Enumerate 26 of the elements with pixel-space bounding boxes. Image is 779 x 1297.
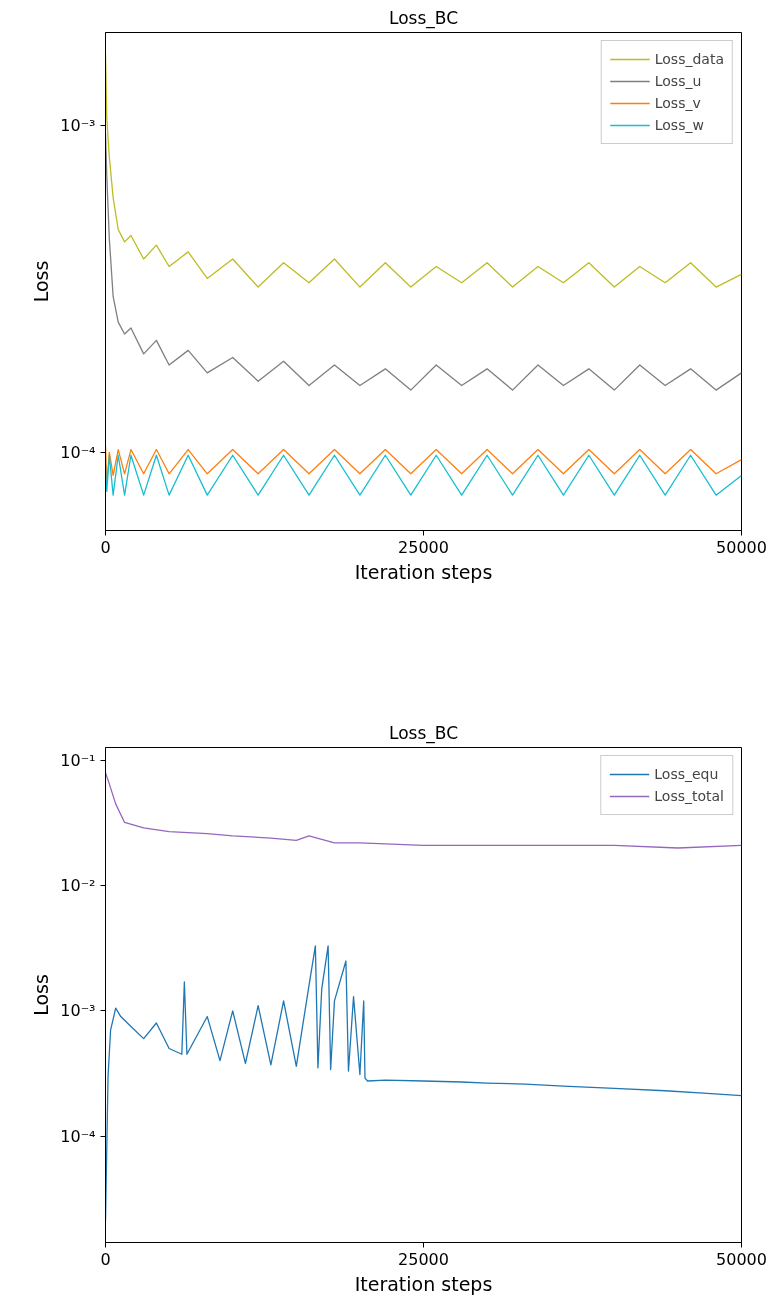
legend-label: Loss_total	[654, 788, 724, 804]
chart-title: Loss_BC	[388, 7, 459, 29]
x-tick-label: 50000	[716, 1249, 767, 1269]
y-tick-label: 10⁻²	[60, 876, 96, 896]
y-tick-label: 10⁻⁴	[60, 1126, 96, 1146]
x-tick-label: 50000	[716, 537, 767, 557]
y-tick-label: 10⁻³	[60, 1001, 96, 1021]
y-tick-label: 10⁻¹	[60, 750, 96, 770]
legend-label: Loss_u	[654, 73, 702, 89]
legend-label: Loss_data	[654, 51, 724, 67]
y-axis-title: Loss	[30, 974, 53, 1016]
x-tick-label: 25000	[398, 537, 449, 557]
x-tick-label: 25000	[398, 1249, 449, 1269]
x-axis-title: Iteration steps	[354, 1272, 493, 1295]
legend-label: Loss_w	[654, 117, 704, 133]
legend-label: Loss_v	[654, 95, 701, 111]
x-tick-label: 0	[100, 1249, 111, 1269]
y-tick-label: 10⁻³	[60, 115, 96, 135]
line-series	[105, 454, 742, 496]
x-axis-title: Iteration steps	[354, 560, 493, 583]
legend-label: Loss_equ	[654, 766, 719, 782]
x-tick-label: 0	[100, 537, 111, 557]
y-tick-label: 10⁻⁴	[60, 442, 96, 462]
line-series	[105, 771, 742, 849]
y-axis-title: Loss	[30, 260, 53, 303]
chart-title: Loss_BC	[388, 722, 459, 744]
